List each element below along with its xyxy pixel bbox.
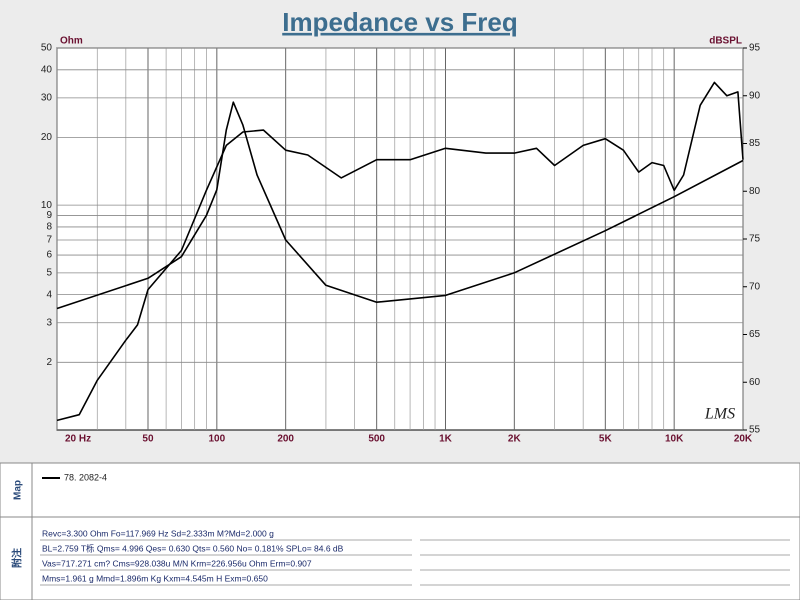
y-tick-label: 7	[46, 235, 52, 246]
y2-tick-label: 80	[749, 186, 761, 197]
x-tick-label: 1K	[439, 434, 453, 445]
x-tick-label: 100	[208, 434, 225, 445]
y-tick-label: 50	[41, 43, 53, 54]
map-label: Map	[13, 480, 24, 500]
y2-tick-label: 70	[749, 281, 761, 292]
y2-tick-label: 95	[749, 43, 761, 54]
series-line	[56, 101, 744, 310]
y-axis-label: Ohm	[60, 36, 83, 47]
note-line: Mms=1.961 g Mmd=1.896m Kg Kxm=4.545m H E…	[42, 573, 268, 583]
y-tick-label: 30	[41, 93, 53, 104]
x-tick-label: 500	[368, 434, 385, 445]
y2-tick-label: 55	[749, 425, 761, 436]
legend-entry: 78. 2082-4	[64, 472, 107, 482]
y-tick-label: 6	[46, 250, 52, 261]
y2-tick-label: 65	[749, 329, 761, 340]
notes-label: 附注	[11, 548, 24, 568]
y2-axis-label: dBSPL	[709, 36, 742, 47]
x-tick-label: 20 Hz	[65, 434, 91, 445]
y-tick-label: 20	[41, 132, 53, 143]
x-tick-label: 200	[277, 434, 294, 445]
y-tick-label: 8	[46, 222, 52, 233]
note-line: BL=2.759 T栎 Qms= 4.996 Qes= 0.630 Qts= 0…	[42, 543, 344, 553]
y-tick-label: 5	[46, 267, 52, 278]
y-tick-label: 10	[41, 200, 53, 211]
bottom-panel	[0, 462, 800, 600]
y-tick-label: 2	[46, 357, 52, 368]
note-line: Vas=717.271 cm? Cms=928.038u M/N Krm=226…	[42, 558, 312, 568]
y2-tick-label: 60	[749, 377, 761, 388]
y-tick-label: 4	[46, 289, 52, 300]
watermark: LMS	[704, 406, 735, 423]
plot-area	[56, 47, 744, 431]
y2-tick-label: 90	[749, 90, 761, 101]
note-line: Revc=3.300 Ohm Fo=117.969 Hz Sd=2.333m M…	[42, 528, 274, 538]
series-line	[56, 81, 744, 422]
y2-tick-label: 75	[749, 234, 761, 245]
y-tick-label: 3	[46, 317, 52, 328]
chart-title: Impedance vs Freq	[282, 7, 518, 37]
x-tick-label: 20K	[734, 434, 753, 445]
x-tick-label: 50	[142, 434, 154, 445]
x-tick-label: 2K	[508, 434, 522, 445]
x-tick-label: 10K	[665, 434, 684, 445]
y-tick-label: 40	[41, 64, 53, 75]
x-tick-label: 5K	[599, 434, 613, 445]
y2-tick-label: 85	[749, 138, 761, 149]
y-tick-label: 9	[46, 210, 52, 221]
